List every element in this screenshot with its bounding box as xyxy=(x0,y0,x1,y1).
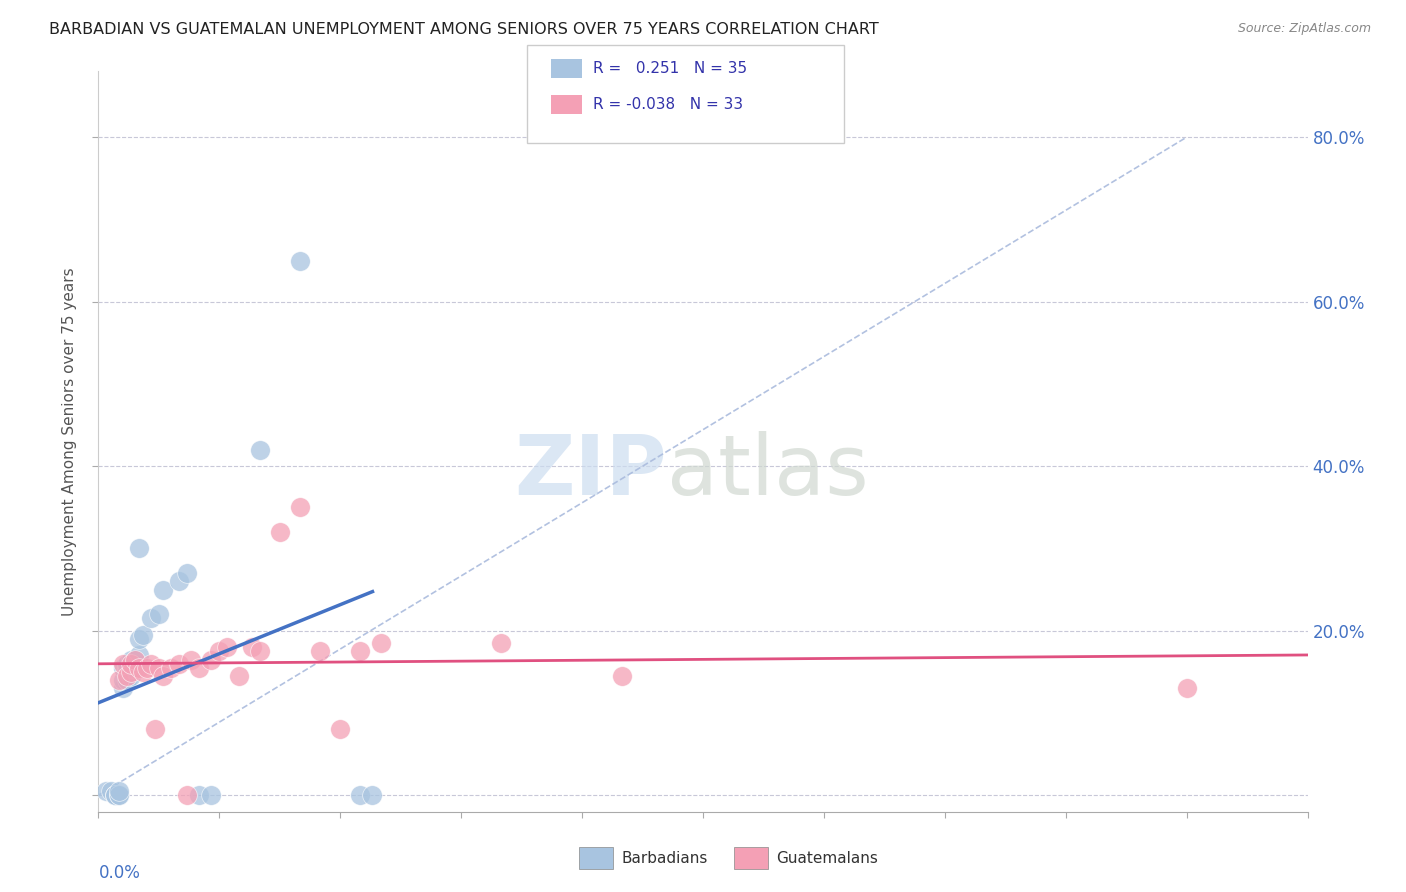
Point xyxy=(143,723,166,737)
Point xyxy=(132,665,155,679)
Point xyxy=(120,669,142,683)
Point xyxy=(249,442,271,457)
Point xyxy=(135,661,157,675)
Text: Barbadians: Barbadians xyxy=(621,851,707,865)
Point xyxy=(491,636,513,650)
Point xyxy=(309,644,332,658)
Point xyxy=(124,652,146,666)
Point xyxy=(120,657,142,671)
Text: R = -0.038   N = 33: R = -0.038 N = 33 xyxy=(593,97,744,112)
Point xyxy=(176,566,198,581)
Point xyxy=(124,661,146,675)
Point xyxy=(228,669,250,683)
Point xyxy=(128,632,150,646)
Point xyxy=(107,784,129,798)
Point xyxy=(111,673,134,687)
Text: BARBADIAN VS GUATEMALAN UNEMPLOYMENT AMONG SENIORS OVER 75 YEARS CORRELATION CHA: BARBADIAN VS GUATEMALAN UNEMPLOYMENT AMO… xyxy=(49,22,879,37)
Point xyxy=(249,644,271,658)
Y-axis label: Unemployment Among Seniors over 75 years: Unemployment Among Seniors over 75 years xyxy=(62,268,77,615)
Point xyxy=(612,669,634,683)
Point xyxy=(200,789,222,803)
Point xyxy=(139,611,162,625)
Point xyxy=(160,661,183,675)
Point xyxy=(200,652,222,666)
Point xyxy=(208,644,231,658)
Point xyxy=(111,657,134,671)
Point xyxy=(349,789,371,803)
Point xyxy=(240,640,263,655)
Point xyxy=(96,784,118,798)
Point xyxy=(152,669,174,683)
Text: atlas: atlas xyxy=(666,431,869,512)
Text: Source: ZipAtlas.com: Source: ZipAtlas.com xyxy=(1237,22,1371,36)
Point xyxy=(107,673,129,687)
Point xyxy=(329,723,352,737)
Text: Guatemalans: Guatemalans xyxy=(776,851,877,865)
Point xyxy=(361,789,384,803)
Point xyxy=(188,789,211,803)
Point xyxy=(103,789,125,803)
Point xyxy=(103,789,125,803)
Point xyxy=(120,665,142,679)
Point xyxy=(1175,681,1198,696)
Point xyxy=(167,657,190,671)
Point xyxy=(107,789,129,803)
Point xyxy=(111,661,134,675)
Text: 0.0%: 0.0% xyxy=(98,863,141,881)
Point xyxy=(111,681,134,696)
Point xyxy=(124,657,146,671)
Point xyxy=(132,628,155,642)
Point xyxy=(107,789,129,803)
Point xyxy=(115,661,138,675)
Point xyxy=(115,673,138,687)
Point xyxy=(115,669,138,683)
Point xyxy=(288,500,311,515)
Point xyxy=(148,607,170,622)
Point xyxy=(139,657,162,671)
Text: R =   0.251   N = 35: R = 0.251 N = 35 xyxy=(593,62,748,76)
Point xyxy=(176,789,198,803)
Point xyxy=(269,524,291,539)
Point xyxy=(100,784,122,798)
Point xyxy=(128,541,150,556)
Point xyxy=(188,661,211,675)
Point xyxy=(288,253,311,268)
Point xyxy=(167,574,190,589)
Point xyxy=(103,789,125,803)
Point xyxy=(120,661,142,675)
Point xyxy=(128,661,150,675)
Point xyxy=(148,661,170,675)
Point xyxy=(217,640,239,655)
Point xyxy=(152,582,174,597)
Point xyxy=(128,648,150,663)
Point xyxy=(370,636,392,650)
Point xyxy=(115,657,138,671)
Point xyxy=(124,652,146,666)
Point xyxy=(349,644,371,658)
Point xyxy=(120,652,142,666)
Text: ZIP: ZIP xyxy=(515,431,666,512)
Point xyxy=(180,652,202,666)
